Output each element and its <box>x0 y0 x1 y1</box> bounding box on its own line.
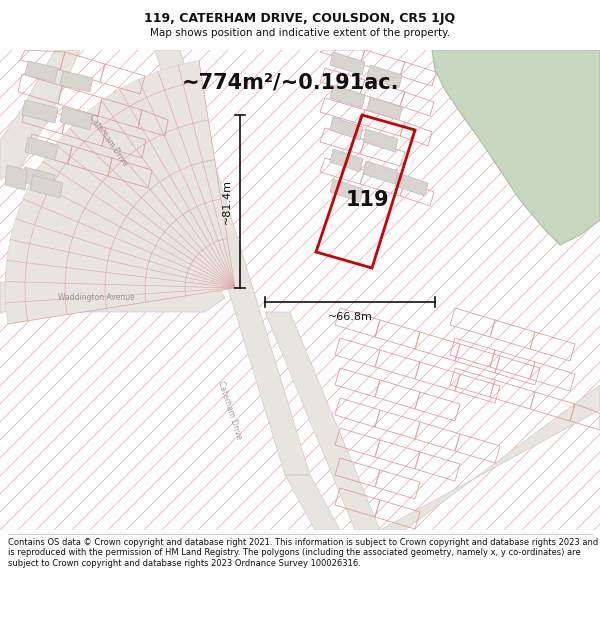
Polygon shape <box>25 61 58 82</box>
Polygon shape <box>363 161 398 184</box>
Polygon shape <box>330 149 363 172</box>
Text: 119: 119 <box>346 190 390 210</box>
Text: 119, CATERHAM DRIVE, COULSDON, CR5 1JQ: 119, CATERHAM DRIVE, COULSDON, CR5 1JQ <box>145 12 455 25</box>
Polygon shape <box>330 117 363 140</box>
Text: Caterham Drive: Caterham Drive <box>87 112 129 168</box>
Polygon shape <box>363 129 398 152</box>
Text: ~774m²/~0.191ac.: ~774m²/~0.191ac. <box>181 72 399 92</box>
Polygon shape <box>285 475 340 530</box>
Polygon shape <box>330 85 365 108</box>
Polygon shape <box>0 50 80 180</box>
Polygon shape <box>330 52 365 75</box>
Text: ~81.4m: ~81.4m <box>222 179 232 224</box>
Polygon shape <box>155 50 310 475</box>
Text: ~66.8m: ~66.8m <box>328 312 373 322</box>
Polygon shape <box>0 282 225 312</box>
Polygon shape <box>367 65 402 88</box>
Text: Contains OS data © Crown copyright and database right 2021. This information is : Contains OS data © Crown copyright and d… <box>8 538 598 568</box>
Polygon shape <box>60 71 93 92</box>
Polygon shape <box>380 385 600 530</box>
Polygon shape <box>5 165 27 190</box>
Polygon shape <box>60 107 93 130</box>
Polygon shape <box>432 50 600 245</box>
Polygon shape <box>22 100 58 123</box>
Text: Caterham Drive: Caterham Drive <box>217 380 244 440</box>
Polygon shape <box>22 167 55 190</box>
Polygon shape <box>25 137 58 160</box>
Text: Map shows position and indicative extent of the property.: Map shows position and indicative extent… <box>150 28 450 38</box>
Polygon shape <box>395 173 428 196</box>
Polygon shape <box>265 312 380 530</box>
Text: Waddington Avenue: Waddington Avenue <box>58 294 134 302</box>
Polygon shape <box>367 97 402 120</box>
Polygon shape <box>5 61 235 324</box>
Polygon shape <box>330 179 363 202</box>
Polygon shape <box>30 175 63 198</box>
